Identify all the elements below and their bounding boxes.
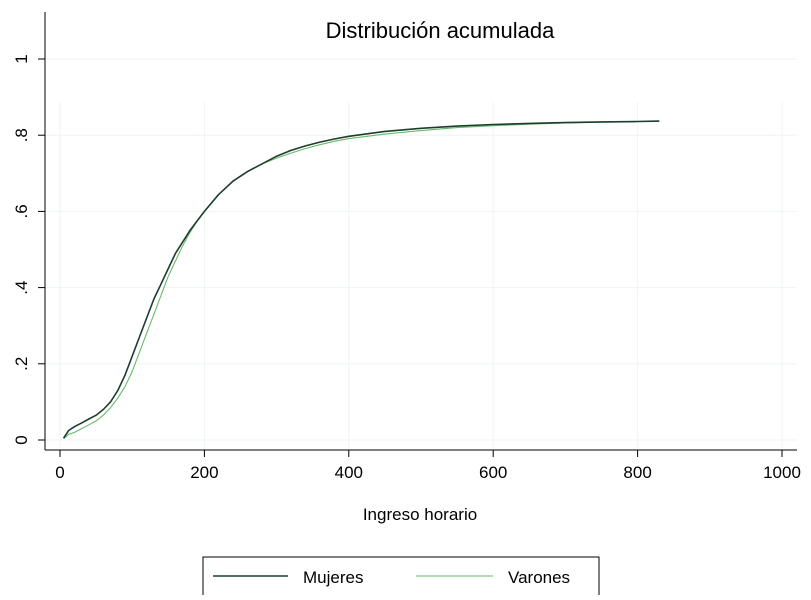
y-tick-label-1: .2 bbox=[12, 357, 31, 371]
x-tick-label-4: 800 bbox=[623, 463, 651, 482]
series-line-varones bbox=[63, 120, 660, 440]
y-tick-label-5: 1 bbox=[12, 54, 31, 63]
x-axis-label: Ingreso horario bbox=[363, 505, 477, 524]
legend: Mujeres Varones bbox=[202, 556, 600, 600]
y-tick-label-3: .6 bbox=[12, 204, 31, 218]
legend-label-varones: Varones bbox=[508, 568, 570, 587]
axes: 0 200 400 600 800 1000 0 .2 .4 .6 .8 1 bbox=[12, 12, 801, 482]
y-tick-label-4: .8 bbox=[12, 128, 31, 142]
legend-box bbox=[202, 556, 600, 600]
chart-title: Distribución acumulada bbox=[326, 18, 555, 43]
x-tick-label-5: 1000 bbox=[763, 463, 801, 482]
x-tick-label-1: 200 bbox=[190, 463, 218, 482]
legend-label-mujeres: Mujeres bbox=[303, 568, 363, 587]
series-lines bbox=[62, 120, 660, 440]
x-tick-label-0: 0 bbox=[55, 463, 64, 482]
y-tick-label-2: .4 bbox=[12, 281, 31, 295]
y-tick-label-0: 0 bbox=[12, 435, 31, 444]
x-tick-label-3: 600 bbox=[479, 463, 507, 482]
grid-lines bbox=[45, 58, 797, 450]
series-line-mujeres bbox=[62, 120, 660, 439]
x-tick-label-2: 400 bbox=[335, 463, 363, 482]
